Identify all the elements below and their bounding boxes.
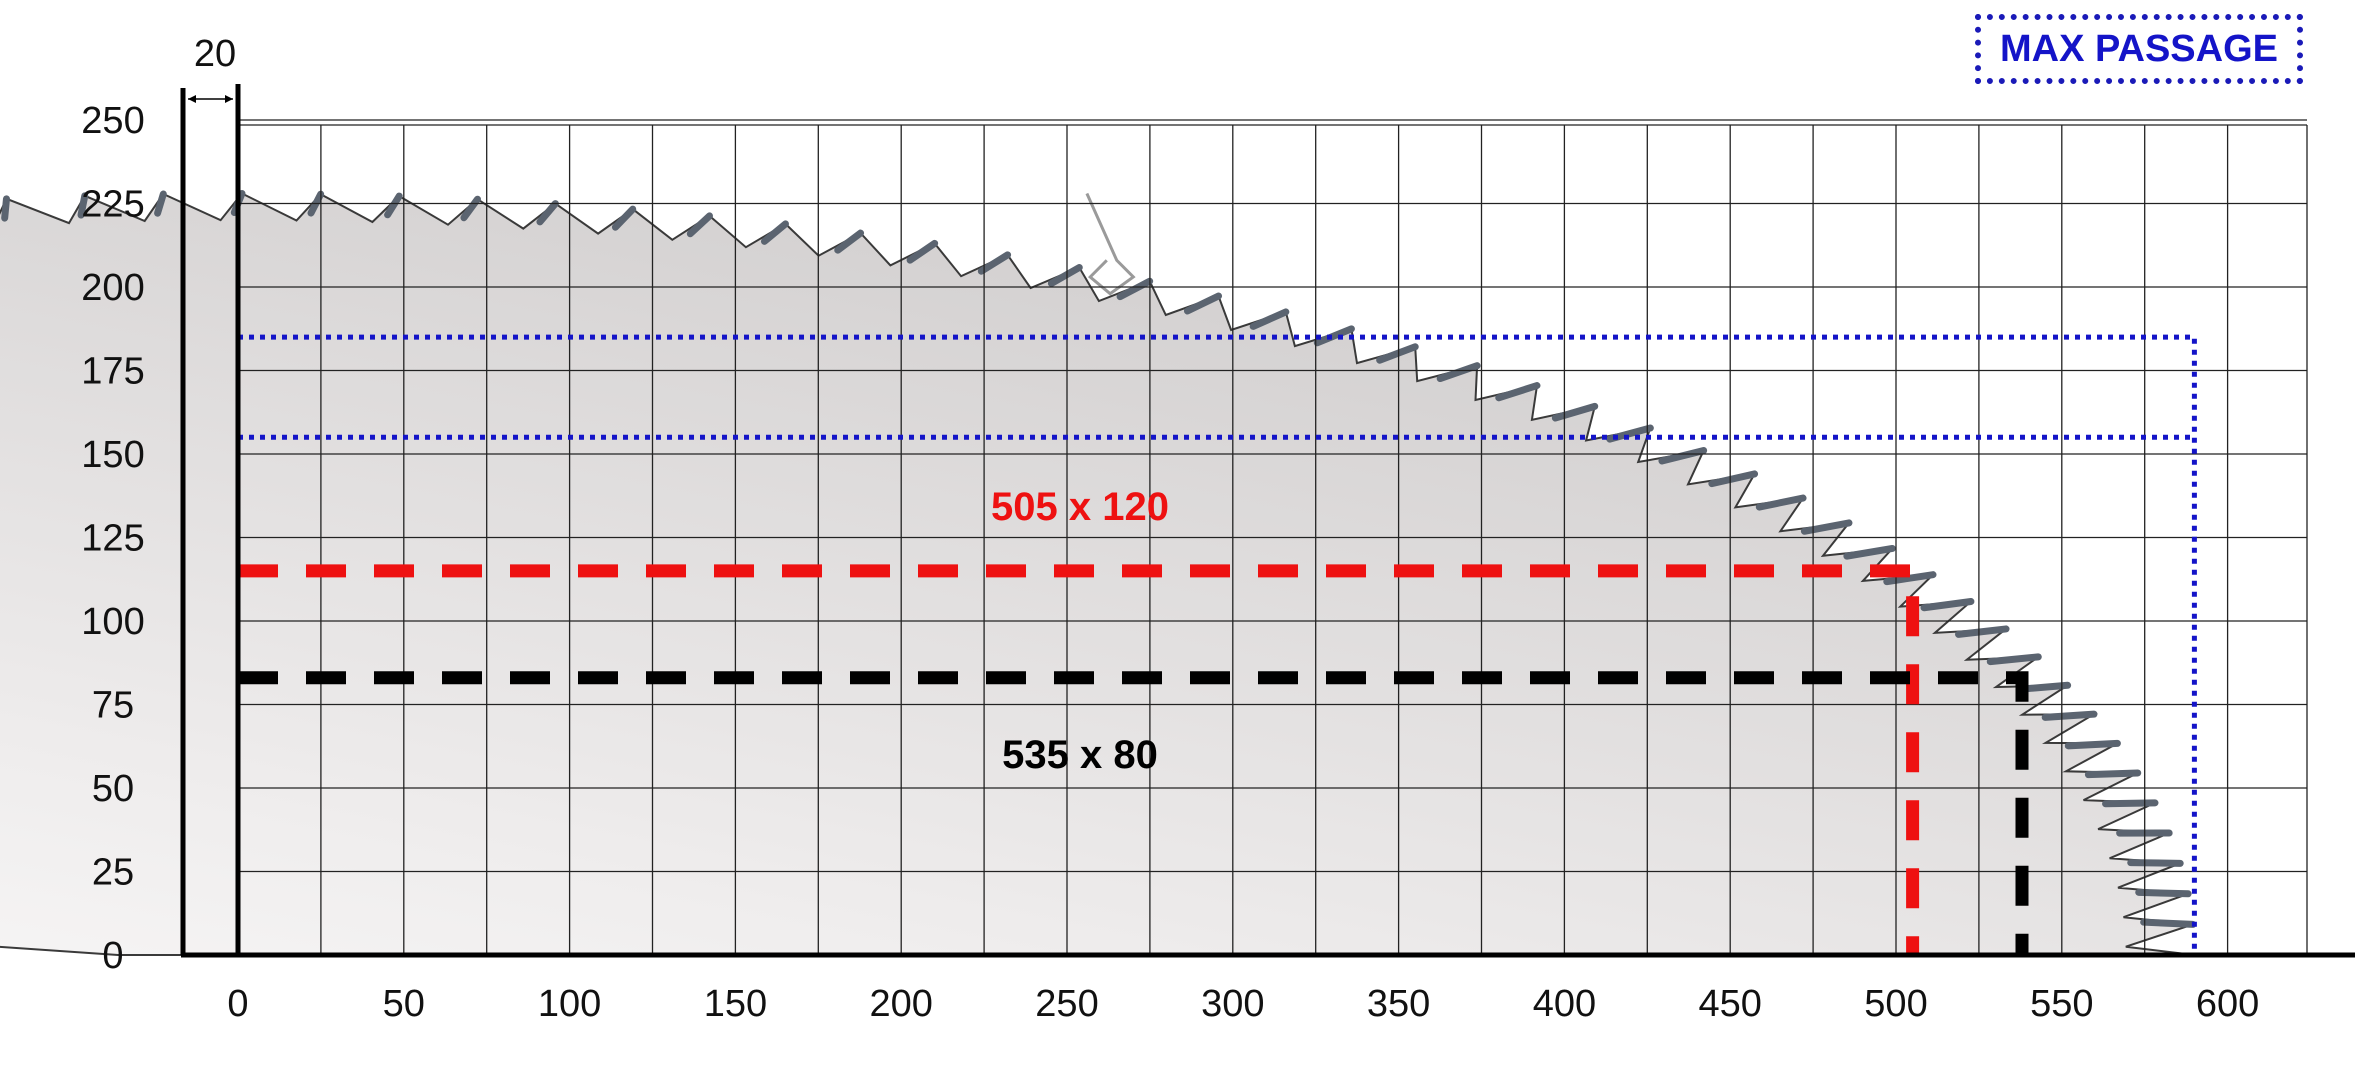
blade-tooth bbox=[2064, 739, 2121, 750]
blade-tooth bbox=[2084, 769, 2142, 779]
x-tick-label: 500 bbox=[1864, 983, 1927, 1025]
legend-max-passage: MAX PASSAGE bbox=[1975, 14, 2303, 84]
blade-tooth bbox=[1313, 325, 1355, 347]
y-tick-label: 125 bbox=[81, 518, 144, 560]
blade-tooth bbox=[1755, 494, 1807, 511]
y-tick-label: 75 bbox=[92, 685, 134, 727]
blade-tooth bbox=[1376, 343, 1419, 364]
blade-tooth bbox=[1183, 292, 1223, 315]
blade-tooth bbox=[1551, 402, 1599, 422]
axes bbox=[180, 84, 2355, 958]
blade-tooth bbox=[154, 190, 167, 217]
y-tick-label: 250 bbox=[81, 100, 144, 142]
x-tick-label: 200 bbox=[869, 983, 932, 1025]
x-tick-label: 150 bbox=[704, 983, 767, 1025]
blade-tooth bbox=[1955, 625, 2010, 638]
x-tick-label: 250 bbox=[1035, 983, 1098, 1025]
x-tick-label: 300 bbox=[1201, 983, 1264, 1025]
tick-labels: 0 50 100 150 200 250 300 350 400 450 500 550 600 0 25 5… bbox=[81, 33, 2259, 1025]
blade-tooth bbox=[1658, 447, 1708, 465]
blade-tooth bbox=[1436, 362, 1481, 383]
blade-tooth bbox=[686, 212, 714, 238]
x-tick-label: 450 bbox=[1698, 983, 1761, 1025]
blade-tooth bbox=[1495, 382, 1541, 402]
blade-tooth bbox=[1116, 277, 1154, 301]
blade-tooth bbox=[460, 195, 482, 222]
blade-tooth bbox=[2102, 799, 2159, 808]
y-tick-label: 225 bbox=[81, 184, 144, 226]
blade-tooth bbox=[760, 220, 789, 245]
x-tick-label: 600 bbox=[2196, 983, 2259, 1025]
y-tick-label: 150 bbox=[81, 434, 144, 476]
blade-tooth bbox=[2135, 888, 2192, 898]
y-tick-label: 200 bbox=[81, 267, 144, 309]
series-group bbox=[238, 334, 2197, 955]
blade-tooth bbox=[2041, 710, 2098, 721]
series-label-3: 535 x 80 bbox=[1002, 733, 1158, 777]
x-tick-label: 400 bbox=[1533, 983, 1596, 1025]
legend-label: MAX PASSAGE bbox=[1999, 27, 2278, 70]
grid bbox=[237, 119, 2308, 955]
blade-tooth bbox=[1843, 544, 1896, 560]
blade-tooth bbox=[1, 195, 10, 222]
x-tick-label: 550 bbox=[2030, 983, 2093, 1025]
y-tick-label: 100 bbox=[81, 601, 144, 643]
y-tick-label: 0 bbox=[102, 935, 123, 977]
y-tick-label: 25 bbox=[92, 852, 134, 894]
blade-tooth bbox=[77, 192, 89, 219]
blade-tooth bbox=[1800, 519, 1853, 535]
blade-tooth bbox=[834, 229, 865, 254]
blade-tooth bbox=[977, 251, 1012, 275]
blade-tooth bbox=[906, 239, 939, 264]
offset-arrow-head-right bbox=[225, 95, 233, 103]
y-tick-label: 50 bbox=[92, 768, 134, 810]
x-tick-label: 350 bbox=[1367, 983, 1430, 1025]
blade-tooth bbox=[1986, 653, 2042, 666]
blade-tooth bbox=[384, 192, 403, 219]
offset-arrow-head-left bbox=[188, 95, 196, 103]
annotations: 505 x 120 535 x 80 bbox=[991, 485, 1169, 777]
blade-tooth bbox=[1249, 308, 1290, 330]
blade-tooth bbox=[2127, 859, 2184, 867]
blade-tooth bbox=[1920, 598, 1975, 612]
offset-label: 20 bbox=[194, 33, 236, 75]
blade-expansion-slot bbox=[1085, 192, 1136, 296]
x-tick-label: 100 bbox=[538, 983, 601, 1025]
blade-tooth bbox=[2140, 918, 2197, 928]
series-line-0 bbox=[238, 334, 2197, 955]
blade-tooth bbox=[536, 200, 559, 226]
blade-tooth bbox=[1708, 470, 1759, 488]
blade-tooth bbox=[611, 205, 637, 231]
y-tick-label: 175 bbox=[81, 351, 144, 393]
series-line-3 bbox=[238, 671, 2029, 955]
series-line-2 bbox=[238, 564, 1920, 955]
circular-saw-blade-icon bbox=[0, 189, 2197, 956]
x-tick-label: 0 bbox=[227, 983, 248, 1025]
x-tick-label: 50 bbox=[383, 983, 425, 1025]
blade-tooth bbox=[1047, 263, 1083, 287]
blade-tooth bbox=[1883, 571, 1937, 586]
series-label-2: 505 x 120 bbox=[991, 485, 1169, 529]
